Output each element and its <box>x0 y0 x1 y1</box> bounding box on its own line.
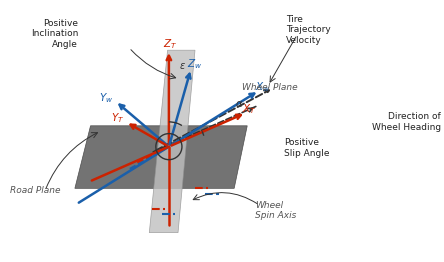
Text: $\alpha$: $\alpha$ <box>235 99 244 109</box>
Text: $\varepsilon$: $\varepsilon$ <box>179 61 186 71</box>
Text: $X_{w}$: $X_{w}$ <box>255 81 270 94</box>
Text: Tire
Trajectory
Velocity: Tire Trajectory Velocity <box>286 15 331 45</box>
Text: Road Plane: Road Plane <box>10 187 60 195</box>
Polygon shape <box>149 50 195 233</box>
Text: $Z_{w}$: $Z_{w}$ <box>187 58 202 72</box>
Text: Positive
Inclination
Angle: Positive Inclination Angle <box>31 19 78 49</box>
Text: Wheel
Spin Axis: Wheel Spin Axis <box>255 201 297 220</box>
Text: $Y_{w}$: $Y_{w}$ <box>99 91 113 105</box>
Text: $Z_{T}$: $Z_{T}$ <box>163 37 177 51</box>
Text: Positive
Slip Angle: Positive Slip Angle <box>284 138 329 158</box>
Polygon shape <box>75 126 247 188</box>
Text: $Y_{T}$: $Y_{T}$ <box>111 112 124 125</box>
Text: Wheel Plane: Wheel Plane <box>242 84 297 92</box>
Text: $X_{T}$: $X_{T}$ <box>242 102 257 116</box>
Text: Direction of
Wheel Heading: Direction of Wheel Heading <box>372 112 441 132</box>
